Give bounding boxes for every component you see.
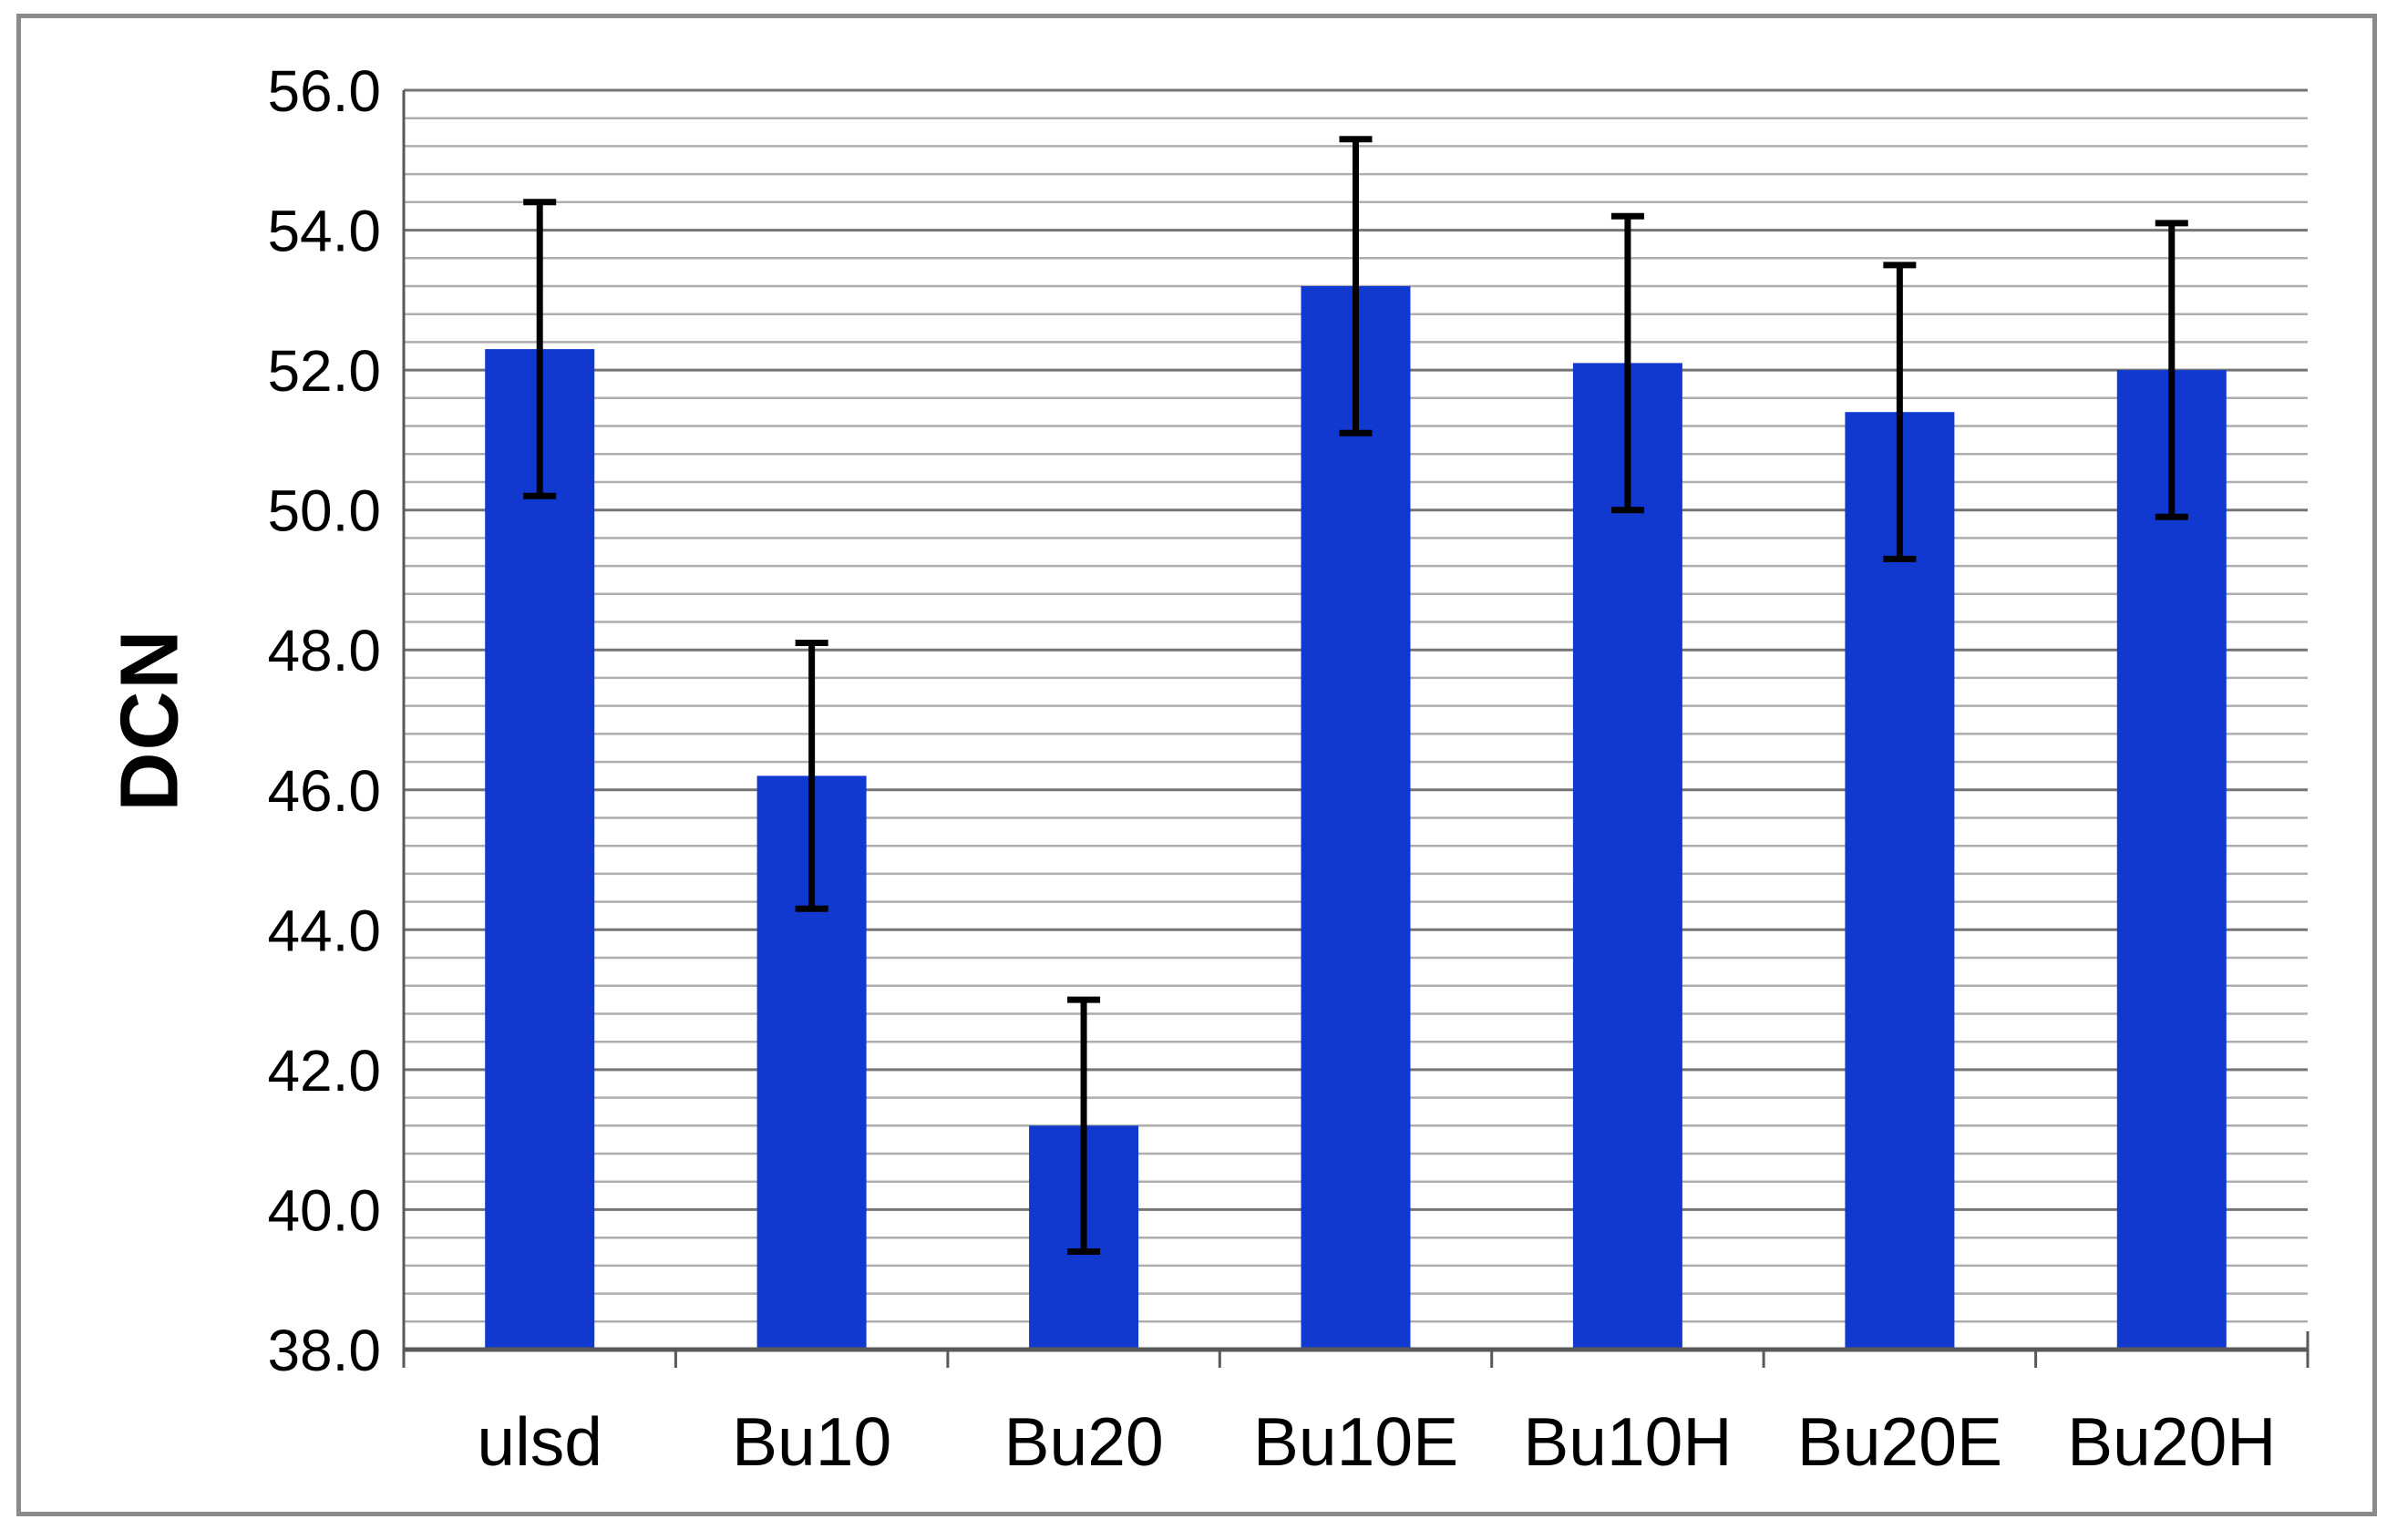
y-tick-label: 54.0 xyxy=(267,199,381,264)
bar-Bu10E xyxy=(1301,286,1411,1350)
x-category-label: ulsd xyxy=(477,1403,602,1480)
x-category-label: Bu10E xyxy=(1253,1403,1458,1480)
x-category-label: Bu10H xyxy=(1523,1403,1732,1480)
y-axis-title: DCN xyxy=(104,628,196,812)
x-category-label: Bu20 xyxy=(1004,1403,1164,1480)
y-tick-label: 44.0 xyxy=(267,898,381,963)
x-category-label: Bu20H xyxy=(2067,1403,2276,1480)
y-tick-label: 56.0 xyxy=(267,58,381,124)
y-tick-label: 52.0 xyxy=(267,338,381,404)
bar-Bu20E xyxy=(1845,412,1955,1350)
error-bar-Bu10 xyxy=(795,640,828,912)
error-bar-Bu10E xyxy=(1339,136,1373,436)
bar-Bu10H xyxy=(1572,363,1682,1350)
bar-ulsd xyxy=(485,349,595,1350)
x-category-label: Bu20E xyxy=(1797,1403,2002,1480)
y-tick-label: 38.0 xyxy=(267,1318,381,1383)
error-bar-Bu10H xyxy=(1610,212,1644,514)
y-tick-label: 50.0 xyxy=(267,478,381,544)
y-tick-label: 46.0 xyxy=(267,758,381,824)
error-bar-Bu20H xyxy=(2155,220,2188,520)
x-category-label: Bu10 xyxy=(732,1403,891,1480)
error-bar-Bu20 xyxy=(1067,996,1101,1255)
y-tick-label: 48.0 xyxy=(267,618,381,683)
error-bar-ulsd xyxy=(523,199,557,499)
y-tick-label: 42.0 xyxy=(267,1038,381,1104)
bar-Bu20H xyxy=(2116,370,2227,1350)
y-tick-label: 40.0 xyxy=(267,1177,381,1243)
error-bar-Bu20E xyxy=(1883,262,1917,562)
